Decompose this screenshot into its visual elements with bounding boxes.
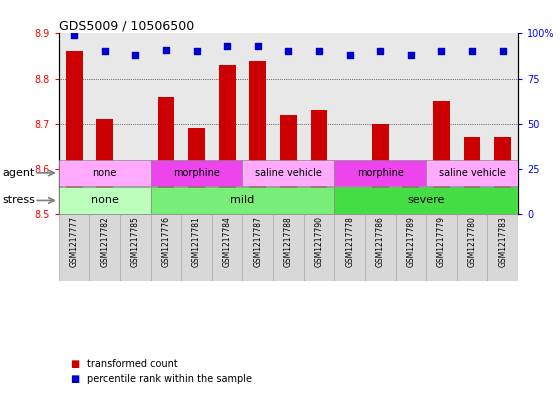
- Text: GSM1217788: GSM1217788: [284, 216, 293, 267]
- Point: [253, 43, 262, 49]
- Text: GSM1217789: GSM1217789: [407, 216, 416, 267]
- Bar: [212, 214, 242, 281]
- Text: GSM1217780: GSM1217780: [468, 216, 477, 267]
- Text: transformed count: transformed count: [87, 358, 178, 369]
- Bar: [457, 214, 487, 281]
- Bar: [426, 160, 518, 186]
- Text: GSM1217781: GSM1217781: [192, 216, 201, 267]
- Text: saline vehicle: saline vehicle: [438, 168, 506, 178]
- Bar: [433, 101, 450, 214]
- Bar: [151, 187, 334, 214]
- Point: [192, 48, 201, 55]
- Bar: [403, 169, 419, 214]
- Bar: [334, 214, 365, 281]
- Point: [437, 48, 446, 55]
- Point: [407, 52, 416, 58]
- Text: none: none: [92, 168, 117, 178]
- Text: none: none: [91, 195, 119, 206]
- Text: GSM1217777: GSM1217777: [69, 216, 78, 267]
- Text: GSM1217787: GSM1217787: [253, 216, 262, 267]
- Point: [284, 48, 293, 55]
- Bar: [487, 214, 518, 281]
- Bar: [280, 115, 297, 214]
- Bar: [311, 110, 328, 214]
- Bar: [59, 187, 151, 214]
- Point: [161, 46, 170, 53]
- Point: [223, 43, 232, 49]
- Bar: [395, 214, 426, 281]
- Bar: [120, 214, 151, 281]
- Bar: [181, 214, 212, 281]
- Text: GSM1217779: GSM1217779: [437, 216, 446, 267]
- Point: [131, 52, 140, 58]
- Text: morphine: morphine: [173, 168, 220, 178]
- Bar: [242, 214, 273, 281]
- Bar: [464, 137, 480, 214]
- Text: ■: ■: [70, 358, 80, 369]
- Bar: [219, 65, 236, 214]
- Bar: [334, 187, 518, 214]
- Text: GSM1217785: GSM1217785: [131, 216, 140, 267]
- Text: severe: severe: [408, 195, 445, 206]
- Bar: [365, 214, 395, 281]
- Bar: [273, 214, 304, 281]
- Bar: [426, 214, 457, 281]
- Point: [345, 52, 354, 58]
- Point: [100, 48, 109, 55]
- Point: [468, 48, 477, 55]
- Bar: [157, 97, 174, 214]
- Text: GSM1217776: GSM1217776: [161, 216, 170, 267]
- Bar: [127, 196, 144, 214]
- Text: mild: mild: [230, 195, 255, 206]
- Point: [69, 32, 78, 39]
- Bar: [494, 137, 511, 214]
- Bar: [90, 214, 120, 281]
- Point: [315, 48, 324, 55]
- Text: agent: agent: [3, 168, 35, 178]
- Text: GDS5009 / 10506500: GDS5009 / 10506500: [59, 19, 194, 32]
- Bar: [59, 214, 90, 281]
- Text: stress: stress: [3, 195, 36, 206]
- Bar: [151, 160, 242, 186]
- Bar: [372, 124, 389, 214]
- Bar: [341, 210, 358, 214]
- Point: [498, 48, 507, 55]
- Bar: [188, 129, 205, 214]
- Text: ■: ■: [70, 374, 80, 384]
- Bar: [242, 160, 334, 186]
- Bar: [249, 61, 266, 214]
- Text: GSM1217782: GSM1217782: [100, 216, 109, 267]
- Bar: [151, 214, 181, 281]
- Text: GSM1217786: GSM1217786: [376, 216, 385, 267]
- Point: [376, 48, 385, 55]
- Text: GSM1217784: GSM1217784: [223, 216, 232, 267]
- Bar: [304, 214, 334, 281]
- Text: GSM1217778: GSM1217778: [345, 216, 354, 267]
- Bar: [66, 51, 82, 214]
- Text: GSM1217783: GSM1217783: [498, 216, 507, 267]
- Text: morphine: morphine: [357, 168, 404, 178]
- Text: percentile rank within the sample: percentile rank within the sample: [87, 374, 252, 384]
- Bar: [96, 119, 113, 214]
- Text: saline vehicle: saline vehicle: [255, 168, 322, 178]
- Text: GSM1217790: GSM1217790: [315, 216, 324, 267]
- Bar: [59, 160, 151, 186]
- Bar: [334, 160, 426, 186]
